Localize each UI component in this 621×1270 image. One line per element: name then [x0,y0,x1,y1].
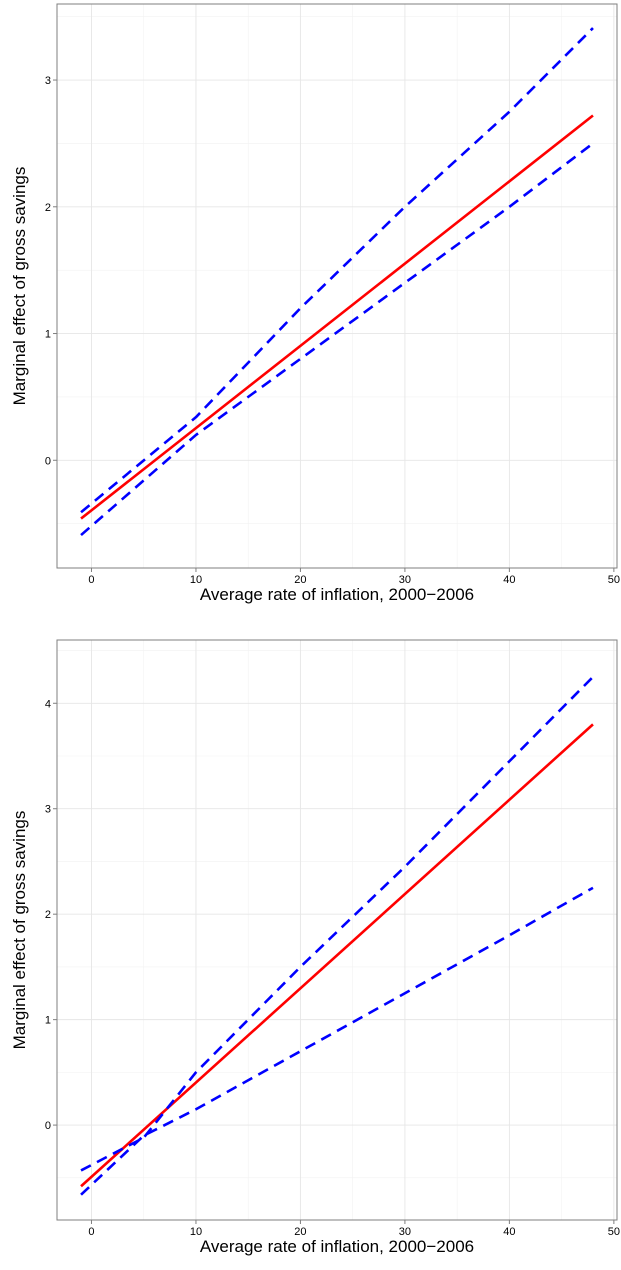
series-lower-line [80,142,594,537]
x-tick-label: 20 [294,574,306,586]
panel-border [56,3,618,569]
chart-top: 0 10 20 30 40 50 0 1 2 3 Average rate of inflation… [10,3,620,604]
y-tick-label: 1 [45,329,51,341]
y-tick-label: 2 [45,202,51,214]
series-estimate-line [80,723,594,1188]
x-tick-label: 30 [399,1226,411,1238]
y-tick-label: 0 [45,1120,51,1132]
x-tick-label: 20 [294,1226,306,1238]
series-estimate-line [80,114,594,520]
x-tick-label: 40 [503,574,515,586]
y-axis-title: Marginal effect of gross savings [10,811,29,1050]
x-tick-label: 10 [190,574,202,586]
y-axis-title: Marginal effect of gross savings [10,167,29,406]
x-tick-label: 50 [608,574,620,586]
y-tick-label: 0 [45,455,51,467]
series-lower-line [80,886,594,1196]
x-tick-label: 50 [608,1226,620,1238]
x-tick-label: 0 [88,1226,94,1238]
y-tick-label: 2 [45,909,51,921]
y-tick-label: 3 [45,75,51,87]
x-axis-title: Average rate of inflation, 2000−2006 [200,585,474,604]
chart-bottom: 0 10 20 30 40 50 0 1 2 3 4 Average rate of inflatio… [10,639,620,1256]
y-tick-label: 3 [45,804,51,816]
x-axis-title: Average rate of inflation, 2000−2006 [200,1237,474,1256]
x-tick-label: 10 [190,1226,202,1238]
y-tick-label: 4 [45,698,51,710]
y-tick-label: 1 [45,1015,51,1027]
panel-border [56,639,618,1221]
series-upper-line [80,675,594,1172]
x-tick-label: 0 [88,574,94,586]
x-tick-label: 40 [503,1226,515,1238]
x-tick-label: 30 [399,574,411,586]
